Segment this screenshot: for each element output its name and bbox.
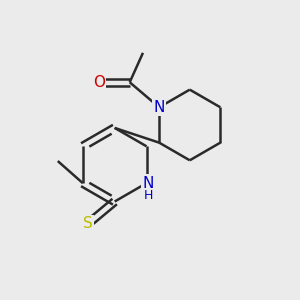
Text: H: H [143,189,153,202]
Text: O: O [93,75,105,90]
Text: N: N [142,176,154,190]
Text: N: N [154,100,165,115]
Text: S: S [83,216,93,231]
